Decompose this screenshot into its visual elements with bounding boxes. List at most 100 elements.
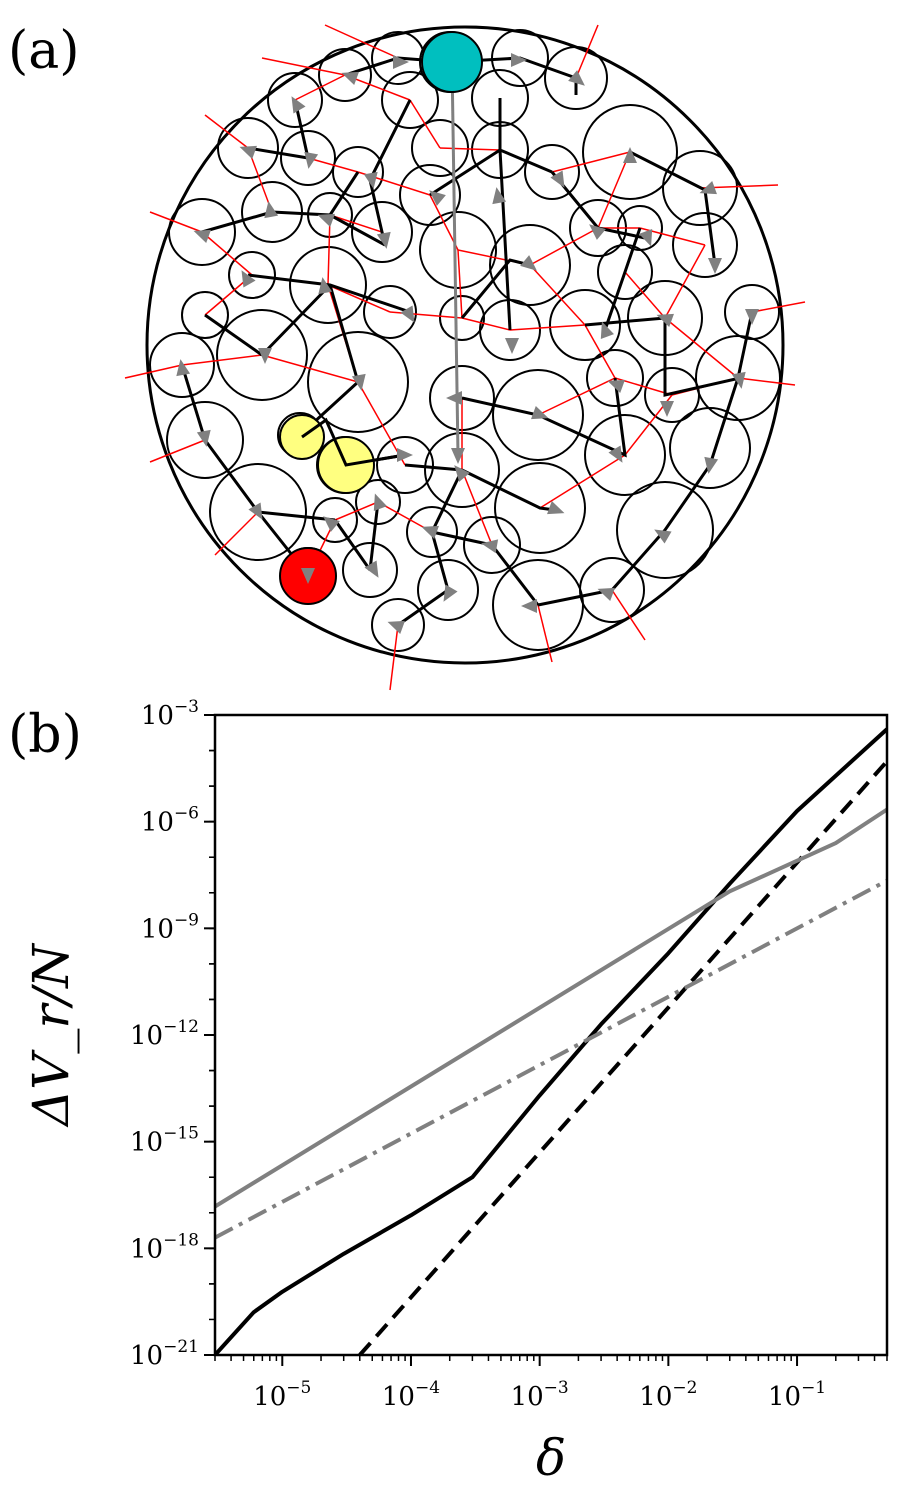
particle-circle bbox=[586, 349, 644, 407]
particle-circle bbox=[544, 46, 608, 110]
contact-line bbox=[537, 604, 553, 663]
y-tick-label: 10−9 bbox=[141, 910, 199, 944]
contact-line bbox=[624, 271, 666, 319]
path-line bbox=[247, 273, 411, 314]
particle-circle bbox=[419, 211, 497, 289]
path-line bbox=[490, 544, 540, 606]
contact-line bbox=[575, 24, 599, 79]
packing-diagram bbox=[124, 24, 806, 691]
contact-line bbox=[751, 301, 806, 313]
particle-circle bbox=[332, 146, 384, 198]
arrow-icon bbox=[492, 187, 507, 205]
particle-circle bbox=[228, 251, 276, 299]
arrow-icon bbox=[607, 379, 625, 393]
particle-circle bbox=[342, 542, 398, 598]
contact-line bbox=[537, 377, 616, 416]
path-line bbox=[397, 469, 464, 627]
arrow-icon bbox=[241, 270, 256, 288]
contact-line bbox=[529, 227, 599, 266]
contact-line bbox=[461, 317, 511, 331]
y-tick-label: 10−3 bbox=[141, 697, 199, 731]
arrow-icon bbox=[454, 465, 470, 482]
path-line bbox=[333, 519, 372, 571]
particle-circle bbox=[355, 479, 401, 525]
path-line bbox=[301, 417, 406, 467]
particle-circle bbox=[406, 506, 458, 558]
arrow-icon bbox=[387, 620, 405, 634]
arrow-icon bbox=[318, 277, 333, 295]
contact-line bbox=[327, 284, 391, 313]
arrow-icon bbox=[654, 529, 672, 544]
particle-circle bbox=[318, 48, 372, 102]
arrow-icon bbox=[376, 231, 391, 249]
particle-circle bbox=[267, 72, 323, 128]
contact-line bbox=[389, 624, 399, 691]
x-axis-label: δ bbox=[536, 1429, 566, 1487]
series-line-3 bbox=[215, 878, 887, 1240]
arrow-icon bbox=[623, 147, 637, 163]
y-tick-label: 10−12 bbox=[130, 1017, 199, 1051]
series-line-2 bbox=[215, 807, 887, 1209]
contact-line bbox=[327, 214, 331, 286]
contact-line bbox=[597, 151, 631, 229]
particle-circle bbox=[351, 201, 413, 263]
particle-circle bbox=[289, 246, 367, 324]
path-line bbox=[260, 283, 332, 357]
path-line bbox=[201, 210, 273, 234]
particle-circle bbox=[463, 516, 521, 574]
contact-line bbox=[461, 469, 493, 546]
arrow-icon bbox=[704, 456, 719, 474]
arrow-icon bbox=[608, 445, 623, 463]
arrow-icon bbox=[550, 170, 565, 188]
arrow-icon bbox=[443, 584, 458, 602]
particle-circle bbox=[582, 104, 678, 200]
arrow-icon bbox=[196, 429, 211, 447]
panel-b-label: (b) bbox=[8, 705, 82, 765]
contact-line bbox=[611, 589, 646, 641]
x-tick-label: 10−5 bbox=[253, 1378, 311, 1412]
arrow-icon bbox=[397, 448, 413, 462]
y-tick-label: 10−6 bbox=[141, 804, 199, 838]
arrow-icon bbox=[446, 391, 462, 405]
arrow-icon bbox=[745, 309, 759, 325]
path-line bbox=[247, 146, 309, 160]
arrow-icon bbox=[639, 229, 653, 247]
arrow-icon bbox=[301, 568, 315, 584]
particle-circle bbox=[492, 369, 584, 461]
path-line bbox=[328, 171, 360, 216]
container-circle bbox=[145, 25, 785, 665]
log-log-chart: 10−5 10−4 10−3 10−2 10−1 10−21 10−18 10−15 10−12… bbox=[22, 697, 889, 1487]
arrow-icon bbox=[708, 258, 722, 274]
arrow-icon bbox=[193, 229, 211, 243]
arrow-icon bbox=[304, 151, 319, 169]
arrow-icon bbox=[341, 71, 359, 85]
arrow-icon bbox=[239, 145, 257, 159]
particle-circle bbox=[371, 598, 425, 652]
particle-circle bbox=[363, 285, 417, 339]
contact-line bbox=[439, 147, 501, 151]
arrow-icon bbox=[393, 55, 409, 69]
particle-circle bbox=[579, 557, 645, 623]
contact-line bbox=[294, 74, 346, 101]
particle-circle bbox=[312, 497, 358, 543]
x-tick-label: 10−4 bbox=[382, 1378, 440, 1412]
arrow-icon bbox=[547, 501, 565, 515]
arrow-icon bbox=[699, 181, 717, 195]
arrow-icon bbox=[364, 560, 379, 578]
y-tick-label: 10−15 bbox=[130, 1124, 199, 1158]
particle-circle bbox=[479, 299, 541, 361]
arrow-icon bbox=[264, 201, 279, 219]
path-line bbox=[204, 313, 263, 357]
contact-line bbox=[664, 244, 706, 319]
arrow-icon bbox=[505, 338, 519, 354]
path-line bbox=[461, 377, 627, 458]
x-tick-label: 10−2 bbox=[639, 1378, 697, 1412]
particle-circle bbox=[494, 462, 586, 554]
path-line bbox=[603, 227, 642, 331]
arrow-icon bbox=[258, 348, 272, 364]
arrow-icon bbox=[421, 525, 439, 539]
x-tick-label: 10−1 bbox=[768, 1378, 826, 1412]
arrow-icon bbox=[656, 313, 674, 327]
arrow-icon bbox=[429, 190, 446, 206]
